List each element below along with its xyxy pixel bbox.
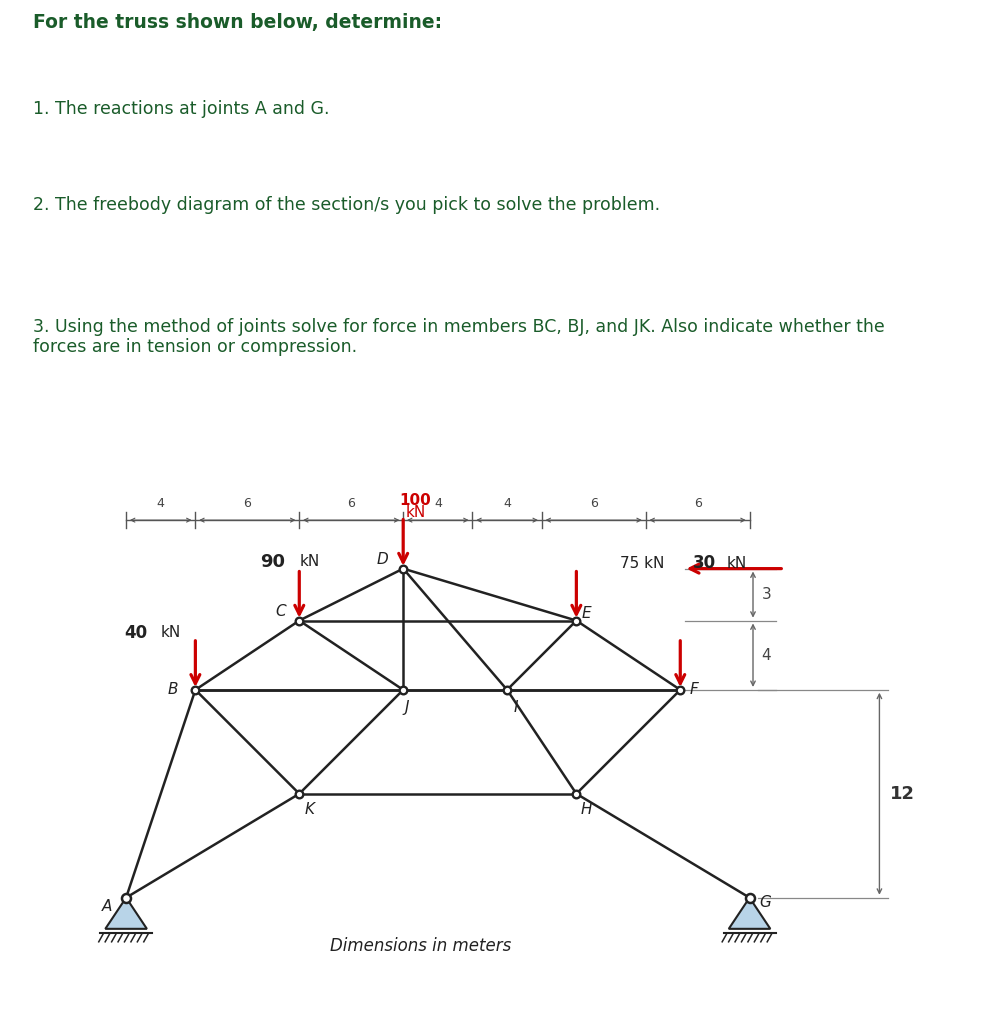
Text: B: B	[168, 682, 177, 697]
Text: 6: 6	[693, 497, 701, 510]
Text: D: D	[376, 553, 387, 567]
Text: I: I	[513, 699, 518, 715]
Text: 3. Using the method of joints solve for force in members BC, BJ, and JK. Also in: 3. Using the method of joints solve for …	[33, 317, 883, 356]
Text: kN: kN	[161, 626, 180, 640]
Text: 30: 30	[692, 554, 715, 572]
Text: J: J	[404, 699, 408, 715]
Polygon shape	[728, 898, 769, 929]
Text: 3: 3	[761, 587, 771, 602]
Text: kN: kN	[727, 556, 746, 571]
Text: kN: kN	[405, 505, 425, 520]
Text: 100: 100	[399, 493, 431, 508]
Text: 75 kN: 75 kN	[619, 556, 664, 571]
Text: G: G	[758, 895, 770, 910]
Text: H: H	[581, 802, 592, 817]
Text: K: K	[305, 802, 315, 817]
Text: F: F	[689, 682, 698, 697]
Text: C: C	[275, 604, 285, 620]
Text: 6: 6	[590, 497, 597, 510]
Text: 4: 4	[761, 648, 770, 663]
Text: 90: 90	[260, 553, 285, 570]
Text: 40: 40	[123, 624, 147, 642]
Text: 4: 4	[503, 497, 511, 510]
Text: 1. The reactions at joints A and G.: 1. The reactions at joints A and G.	[33, 100, 328, 118]
Text: 2. The freebody diagram of the section/s you pick to solve the problem.: 2. The freebody diagram of the section/s…	[33, 196, 659, 214]
Text: kN: kN	[299, 554, 319, 569]
Text: E: E	[582, 606, 591, 622]
Text: Dimensions in meters: Dimensions in meters	[329, 937, 511, 955]
Text: A: A	[102, 899, 112, 913]
Text: 6: 6	[244, 497, 251, 510]
Text: For the truss shown below, determine:: For the truss shown below, determine:	[33, 13, 442, 32]
Text: 6: 6	[347, 497, 355, 510]
Text: 12: 12	[889, 784, 914, 803]
Polygon shape	[106, 898, 147, 929]
Text: 4: 4	[157, 497, 165, 510]
Text: 4: 4	[434, 497, 442, 510]
